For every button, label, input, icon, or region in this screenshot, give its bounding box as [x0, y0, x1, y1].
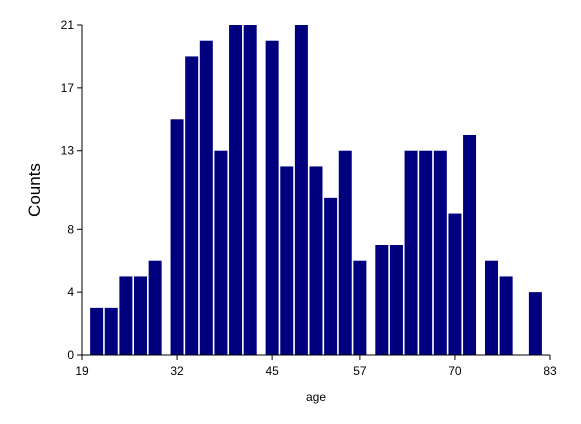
y-tick-label: 17: [61, 81, 75, 95]
bars-group: [90, 25, 542, 356]
y-tick-label: 13: [61, 144, 75, 158]
bar-age-60: [375, 245, 389, 355]
bar-age-40: [229, 25, 243, 355]
bar-age-53: [324, 197, 338, 355]
bar-age-55: [338, 150, 352, 355]
y-tick-label: 4: [67, 285, 74, 299]
bar-age-29: [148, 260, 162, 355]
bar-age-68: [433, 150, 447, 355]
bar-age-70: [448, 213, 462, 355]
bar-age-34: [185, 56, 199, 356]
bar-age-23: [104, 307, 118, 355]
bar-age-42: [243, 25, 257, 355]
bar-age-75: [485, 260, 498, 355]
bar-age-66: [419, 150, 433, 355]
y-tick-label: 21: [61, 18, 75, 32]
bar-age-51: [309, 166, 323, 355]
bar-age-77: [499, 276, 513, 355]
bar-age-21: [90, 307, 104, 355]
bar-age-32: [170, 119, 184, 355]
x-tick-label: 70: [448, 364, 462, 378]
bar-age-36: [199, 40, 213, 356]
y-axis-ticks: 0 4 8 13 17 21: [61, 18, 82, 362]
bar-age-27: [134, 276, 147, 355]
x-tick-label: 45: [265, 364, 279, 378]
bar-age-72: [463, 135, 477, 355]
x-tick-label: 32: [170, 364, 184, 378]
bar-age-57: [353, 260, 367, 355]
bar-age-49: [294, 25, 308, 355]
bar-age-81: [528, 292, 542, 355]
bar-age-45: [265, 40, 279, 356]
x-tick-label: 83: [543, 364, 557, 378]
y-tick-label: 0: [67, 348, 74, 362]
bar-age-62: [389, 245, 403, 355]
bar-age-47: [280, 166, 294, 355]
x-axis-ticks: 19 32 45 57 70 83: [75, 355, 557, 378]
y-tick-label: 8: [67, 222, 74, 236]
bar-age-38: [214, 150, 228, 355]
bar-age-25: [119, 276, 133, 355]
x-tick-label: 57: [353, 364, 367, 378]
x-tick-label: 19: [75, 364, 89, 378]
y-axis-title: Counts: [25, 163, 44, 217]
bar-age-64: [404, 150, 418, 355]
x-axis-title: age: [306, 390, 326, 404]
